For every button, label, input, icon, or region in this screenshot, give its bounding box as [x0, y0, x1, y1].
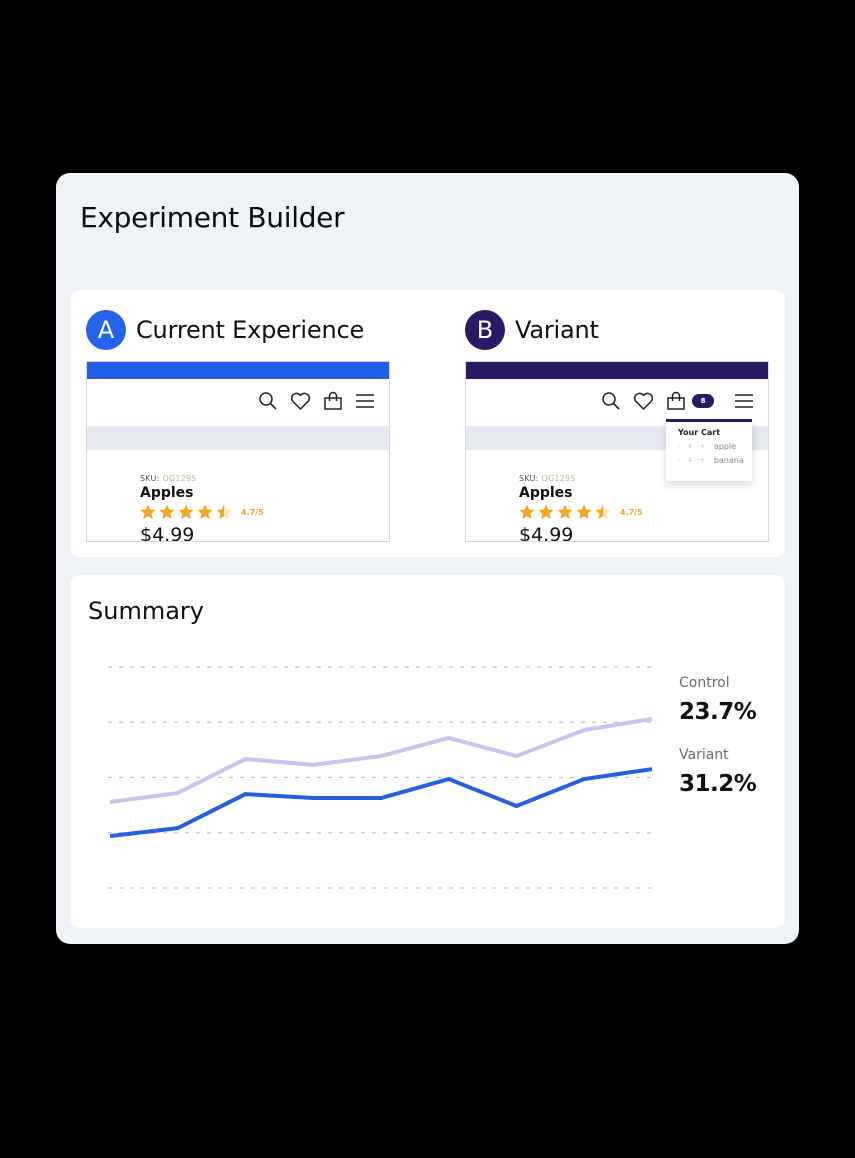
quantity-stepper: - 4 +	[678, 443, 708, 450]
star-rating-icon	[140, 504, 235, 520]
sku-line: SKU: OG1295	[140, 474, 197, 483]
legend-control: Control 23.7%	[679, 675, 757, 725]
rating-value: 4.7/5	[620, 507, 643, 517]
summary-title: Summary	[88, 597, 204, 625]
product-price: $4.99	[519, 524, 574, 542]
sku-line: SKU: OG1295	[519, 474, 576, 483]
product-rating: 4.7/5	[140, 504, 389, 520]
product-rating: 4.7/5	[519, 504, 768, 520]
legend-variant: Variant 31.2%	[679, 747, 757, 797]
site-header-bar	[87, 362, 389, 379]
sku-value: OG1295	[541, 474, 576, 483]
variant-b-badge: B	[465, 310, 505, 350]
comparison-card: A Current Experience	[70, 290, 785, 557]
cart-item-name: banana	[713, 456, 744, 465]
variant-a-badge: A	[86, 310, 126, 350]
experiment-builder-panel: Experiment Builder A Current Experience	[56, 173, 799, 944]
menu-icon	[355, 393, 375, 409]
conversion-line-chart	[108, 666, 653, 889]
variant-column[interactable]: B Variant 8	[465, 310, 770, 542]
search-icon	[601, 391, 621, 411]
series-line-control	[109, 716, 653, 805]
legend-label: Control	[679, 675, 730, 691]
current-experience-preview[interactable]: SKU: OG1295 Apples	[86, 361, 390, 542]
current-experience-column[interactable]: A Current Experience	[86, 310, 391, 542]
series-line-variant	[109, 767, 653, 839]
heart-icon	[633, 392, 654, 411]
summary-card: Summary Control 23.7% Variant 31.2%	[70, 575, 785, 928]
legend-value: 31.2%	[679, 771, 757, 797]
product-details: SKU: OG1295 Apples	[87, 450, 389, 542]
variant-preview[interactable]: 8 Your Cart - 4 + apple - 4 + banana	[465, 361, 769, 542]
site-nav: 8	[466, 379, 768, 426]
cart-popup: Your Cart - 4 + apple - 4 + banana	[666, 419, 752, 481]
page-title: Experiment Builder	[80, 201, 345, 234]
product-price: $4.99	[140, 524, 195, 542]
site-header-bar	[466, 362, 768, 379]
cart-item: - 4 + banana	[678, 456, 752, 465]
quantity-stepper: - 4 +	[678, 457, 708, 464]
cart-count-badge: 8	[692, 394, 714, 408]
search-icon	[258, 391, 278, 411]
shopping-bag-icon	[323, 391, 343, 411]
star-rating-icon	[519, 504, 614, 520]
chart-legend: Control 23.7% Variant 31.2%	[679, 675, 757, 797]
shopping-bag-icon	[666, 391, 686, 411]
legend-value: 23.7%	[679, 699, 757, 725]
current-experience-label: Current Experience	[136, 316, 365, 344]
product-name: Apples	[519, 485, 573, 501]
product-name: Apples	[140, 485, 194, 501]
sku-value: OG1295	[162, 474, 197, 483]
category-strip	[87, 426, 389, 450]
variant-label: Variant	[515, 316, 599, 344]
site-nav	[87, 379, 389, 426]
rating-value: 4.7/5	[241, 507, 264, 517]
heart-icon	[290, 392, 311, 411]
cart-item-name: apple	[713, 442, 737, 451]
cart-popup-title: Your Cart	[678, 428, 721, 437]
product-details: SKU: OG1295 Apples	[466, 450, 768, 542]
cart-item: - 4 + apple	[678, 442, 752, 451]
menu-icon	[734, 393, 754, 409]
legend-label: Variant	[679, 747, 729, 763]
